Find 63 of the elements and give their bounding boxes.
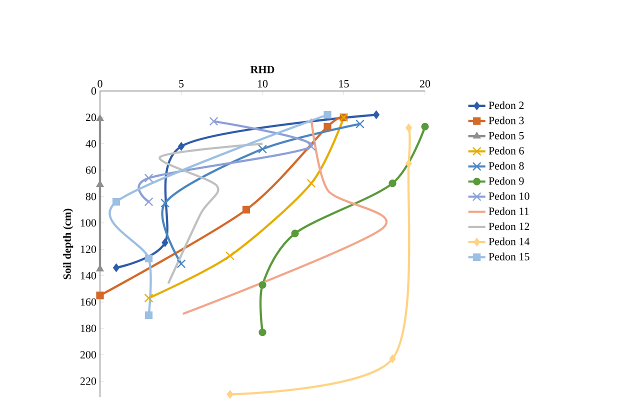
- legend-label: Pedon 12: [488, 222, 530, 230]
- point: [176, 259, 186, 268]
- y-tick-label: 100: [80, 219, 96, 227]
- point: [144, 254, 153, 262]
- point: [160, 198, 170, 208]
- legend-label: Pedon 6: [488, 146, 524, 154]
- point: [178, 142, 184, 150]
- point: [324, 122, 332, 130]
- point: [306, 178, 316, 188]
- y-tick-label: 160: [80, 298, 96, 306]
- legend-label: Pedon 11: [488, 207, 529, 215]
- y-axis-title: Soil depth (cm): [63, 208, 74, 280]
- point: [144, 197, 154, 206]
- y-tick-label: 180: [80, 324, 96, 332]
- point: [162, 238, 168, 247]
- point: [144, 311, 153, 320]
- legend-label: Pedon 5: [488, 132, 524, 140]
- point: [406, 159, 412, 168]
- point: [144, 174, 154, 183]
- point: [258, 328, 266, 336]
- legend-label: Pedon 3: [488, 116, 524, 124]
- point: [144, 294, 154, 303]
- point: [113, 264, 120, 272]
- point: [291, 230, 299, 238]
- point: [306, 142, 316, 151]
- point: [242, 206, 250, 214]
- y-tick-label: 140: [80, 272, 96, 280]
- point: [406, 124, 412, 132]
- point: [421, 122, 429, 130]
- x-tick-label: 10: [258, 80, 268, 88]
- x-tick-label: 0: [98, 80, 102, 88]
- y-tick-label: 40: [86, 140, 96, 148]
- y-tick-label: 0: [91, 87, 96, 95]
- x-tick-label: 20: [420, 80, 430, 88]
- y-tick-label: 20: [86, 114, 96, 122]
- x-tick-label: 15: [339, 80, 349, 88]
- legend-label: Pedon 9: [488, 176, 524, 185]
- point: [356, 119, 364, 128]
- point: [226, 251, 234, 260]
- legend-label: Pedon 15: [488, 252, 530, 260]
- legend-label: Pedon 2: [488, 101, 524, 110]
- y-tick-label: 120: [80, 246, 96, 253]
- y-tick-label: 200: [80, 351, 96, 359]
- legend-label: Pedon 8: [488, 162, 524, 170]
- legend-label: Pedon 14: [488, 238, 530, 246]
- legend-label: Pedon 10: [488, 192, 530, 200]
- y-tick-label: 80: [86, 192, 96, 200]
- line-series: [159, 142, 264, 285]
- point: [96, 292, 104, 300]
- y-tick-label: 220: [80, 377, 96, 385]
- point: [324, 110, 332, 119]
- point: [258, 144, 267, 154]
- point: [373, 110, 380, 119]
- y-tick-label: 60: [86, 166, 96, 174]
- point: [209, 116, 218, 126]
- point: [389, 354, 396, 363]
- point: [258, 281, 266, 289]
- x-axis-title: RHD: [250, 66, 274, 74]
- point: [112, 198, 120, 206]
- x-tick-label: 5: [179, 80, 184, 88]
- point: [96, 180, 104, 187]
- point: [96, 114, 104, 122]
- point: [388, 180, 396, 188]
